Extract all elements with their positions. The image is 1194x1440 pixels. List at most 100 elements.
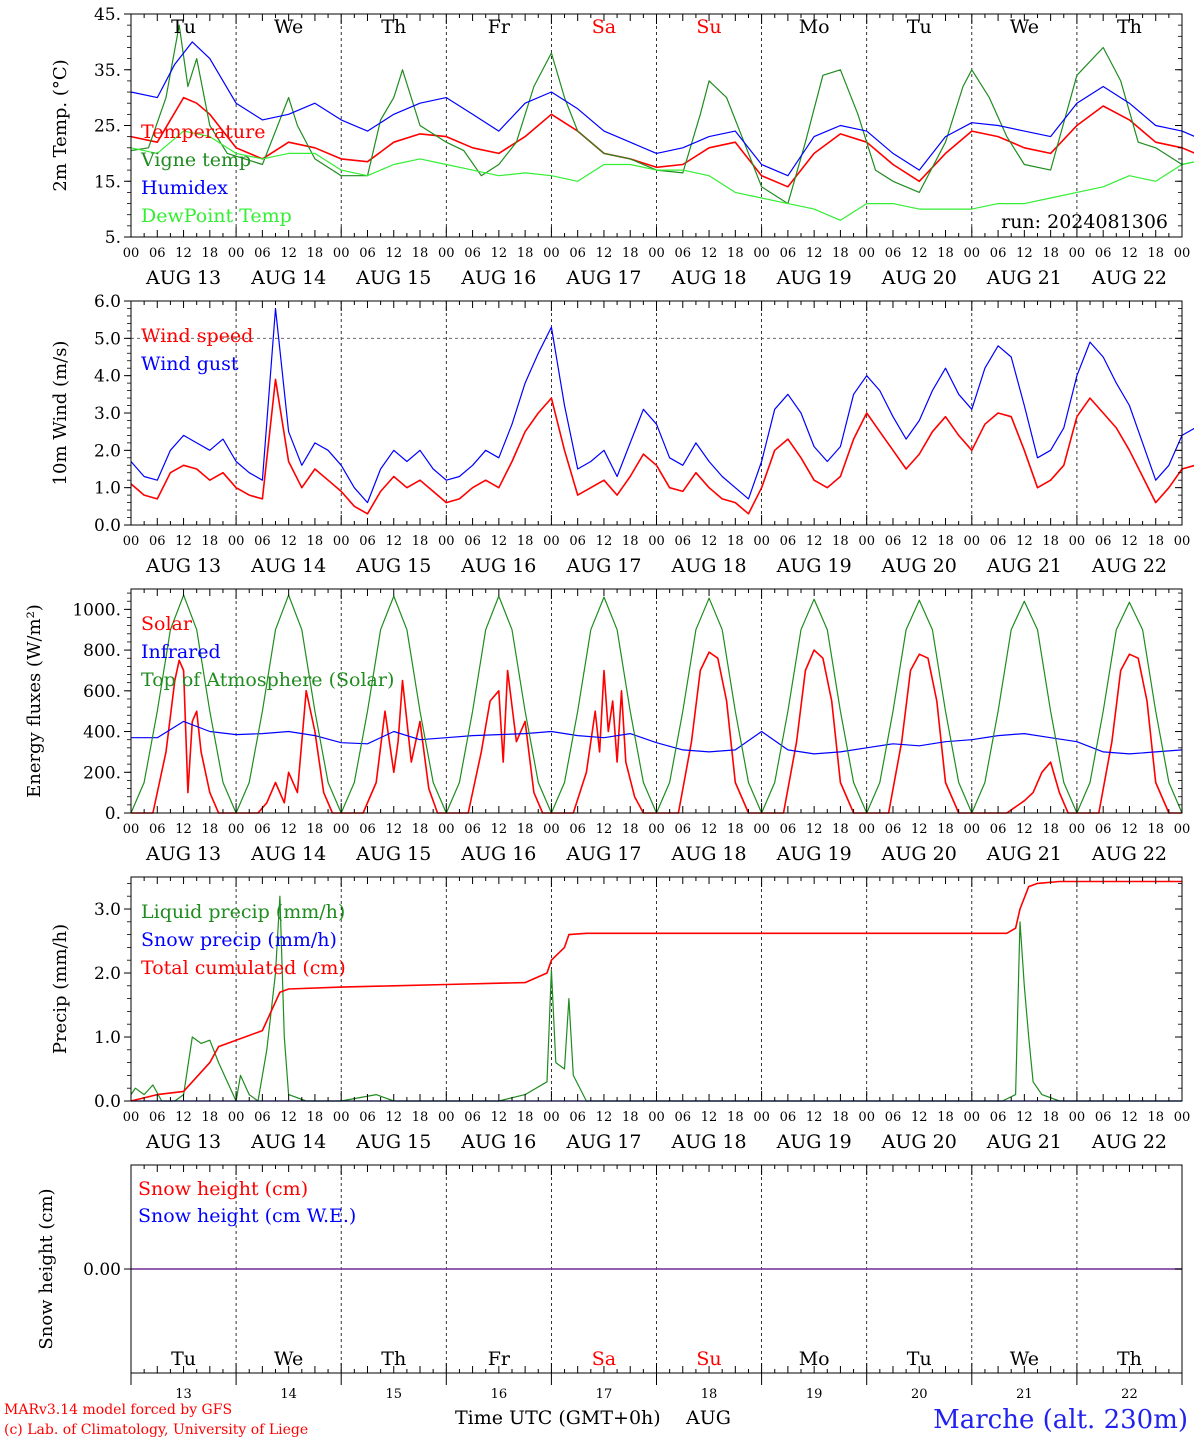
hour-tick-label: 06 <box>1095 822 1112 837</box>
hour-tick-label: 18 <box>517 1110 534 1125</box>
date-label: AUG 14 <box>250 555 326 577</box>
hour-tick-label: 18 <box>307 246 324 261</box>
y-tick-label: 1.0 <box>94 1028 121 1048</box>
hour-tick-label: 18 <box>1147 1110 1164 1125</box>
hour-tick-label: 12 <box>596 1110 613 1125</box>
hour-tick-label: 18 <box>622 246 639 261</box>
weekday-label: Th <box>1117 16 1142 38</box>
hour-tick-label: 12 <box>1016 822 1033 837</box>
hour-tick-label: 00 <box>333 246 350 261</box>
hour-tick-label: 06 <box>885 822 902 837</box>
y-axis-label: Energy fluxes (W/m²) <box>24 604 45 798</box>
hour-tick-label: 06 <box>464 534 481 549</box>
date-label: AUG 17 <box>565 1131 641 1153</box>
day-number-label: 21 <box>1016 1387 1033 1402</box>
hour-tick-label: 18 <box>307 1110 324 1125</box>
hour-tick-label: 18 <box>832 246 849 261</box>
hour-tick-label: 06 <box>780 822 797 837</box>
hour-tick-label: 12 <box>175 246 192 261</box>
y-tick-label: 45. <box>94 5 121 25</box>
date-label: AUG 20 <box>881 555 957 577</box>
hour-tick-label: 06 <box>569 1110 586 1125</box>
date-label: AUG 21 <box>986 267 1062 289</box>
series-line-temperature <box>130 96 1194 188</box>
date-label: AUG 18 <box>670 555 746 577</box>
hour-tick-label: 06 <box>359 534 376 549</box>
hour-tick-label: 18 <box>832 822 849 837</box>
hour-tick-label: 12 <box>385 534 402 549</box>
hour-tick-label: 00 <box>858 822 875 837</box>
weekday-label: Fr <box>488 16 511 38</box>
date-label: AUG 22 <box>1091 1131 1167 1153</box>
hour-tick-label: 00 <box>753 246 770 261</box>
y-tick-label: 0.00 <box>83 1260 121 1280</box>
day-number-label: 18 <box>701 1387 718 1402</box>
hour-tick-label: 18 <box>412 246 429 261</box>
hour-tick-label: 18 <box>622 534 639 549</box>
legend-entry: Temperature <box>141 121 265 143</box>
hour-tick-label: 00 <box>543 1110 560 1125</box>
date-label: AUG 18 <box>670 1131 746 1153</box>
hour-tick-label: 00 <box>648 822 665 837</box>
hour-tick-label: 00 <box>753 534 770 549</box>
footer-lab-line: (c) Lab. of Climatology, University of L… <box>4 1422 308 1438</box>
hour-tick-label: 12 <box>806 822 823 837</box>
y-tick-label: 25. <box>94 117 121 137</box>
hour-tick-label: 00 <box>1069 246 1086 261</box>
hour-tick-label: 00 <box>1174 822 1191 837</box>
hour-tick-label: 18 <box>412 1110 429 1125</box>
hour-tick-label: 06 <box>990 822 1007 837</box>
hour-tick-label: 12 <box>1016 246 1033 261</box>
hour-tick-label: 06 <box>1095 534 1112 549</box>
date-label: AUG 14 <box>250 267 326 289</box>
hour-tick-label: 12 <box>596 822 613 837</box>
hour-tick-label: 06 <box>359 1110 376 1125</box>
legend-entry: Snow precip (mm/h) <box>141 929 337 951</box>
weekday-label: Tu <box>171 16 196 38</box>
y-tick-label: 1.0 <box>94 479 121 499</box>
day-number-label: 16 <box>491 1387 508 1402</box>
hour-tick-label: 00 <box>648 1110 665 1125</box>
hour-tick-label: 12 <box>491 534 508 549</box>
day-number-label: 14 <box>280 1387 297 1402</box>
series-line-infrared <box>131 720 1183 755</box>
weekday-label-bottom: We <box>1010 1348 1039 1370</box>
weekday-label-bottom: Sa <box>592 1348 616 1370</box>
hour-tick-label: 18 <box>937 822 954 837</box>
hour-tick-label: 06 <box>254 246 271 261</box>
date-label: AUG 13 <box>145 1131 221 1153</box>
y-tick-label: 2.0 <box>94 441 121 461</box>
weekday-label: Mo <box>799 16 830 38</box>
weekday-label: Tu <box>907 16 932 38</box>
date-label: AUG 16 <box>460 267 536 289</box>
hour-tick-label: 18 <box>622 822 639 837</box>
hour-tick-label: 00 <box>964 1110 981 1125</box>
date-label: AUG 19 <box>776 267 852 289</box>
date-label: AUG 14 <box>250 1131 326 1153</box>
hour-tick-label: 00 <box>438 1110 455 1125</box>
hour-tick-label: 12 <box>1121 246 1138 261</box>
hour-tick-label: 12 <box>175 822 192 837</box>
y-tick-label: 0. <box>105 804 121 824</box>
hour-tick-label: 00 <box>438 246 455 261</box>
hour-tick-label: 18 <box>1042 534 1059 549</box>
hour-tick-label: 18 <box>412 822 429 837</box>
hour-tick-label: 12 <box>1121 822 1138 837</box>
weekday-label: Su <box>696 16 721 38</box>
y-tick-label: 200. <box>83 763 121 783</box>
hour-tick-label: 12 <box>1121 534 1138 549</box>
hour-tick-label: 12 <box>491 1110 508 1125</box>
hour-tick-label: 00 <box>648 246 665 261</box>
date-label: AUG 21 <box>986 843 1062 865</box>
hour-tick-label: 18 <box>727 1110 744 1125</box>
hour-tick-label: 00 <box>228 822 245 837</box>
date-label: AUG 15 <box>355 555 431 577</box>
hour-tick-label: 18 <box>307 822 324 837</box>
y-tick-label: 1000. <box>72 600 121 620</box>
hour-tick-label: 12 <box>385 1110 402 1125</box>
legend-entry: Total cumulated (cm) <box>141 957 346 979</box>
hour-tick-label: 12 <box>806 1110 823 1125</box>
date-label: AUG 22 <box>1091 267 1167 289</box>
y-tick-label: 5.0 <box>94 329 121 349</box>
